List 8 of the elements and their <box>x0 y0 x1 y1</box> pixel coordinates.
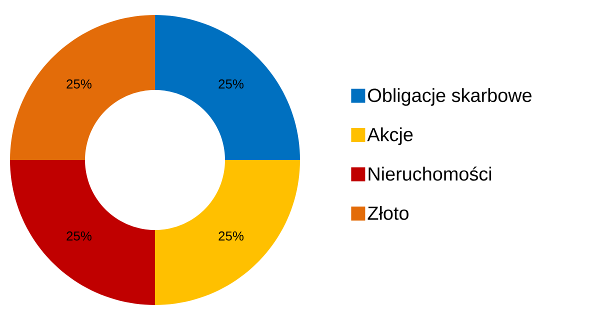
data-label: 25% <box>66 79 92 89</box>
legend-label: Nieruchomości <box>368 166 492 181</box>
data-label: 25% <box>66 231 92 241</box>
data-label: 25% <box>218 79 244 89</box>
data-label: 25% <box>218 231 244 241</box>
legend-label: Akcje <box>367 127 413 146</box>
legend-label: Obligacje skarbowe <box>368 88 532 106</box>
legend-label: Złoto <box>368 206 408 220</box>
